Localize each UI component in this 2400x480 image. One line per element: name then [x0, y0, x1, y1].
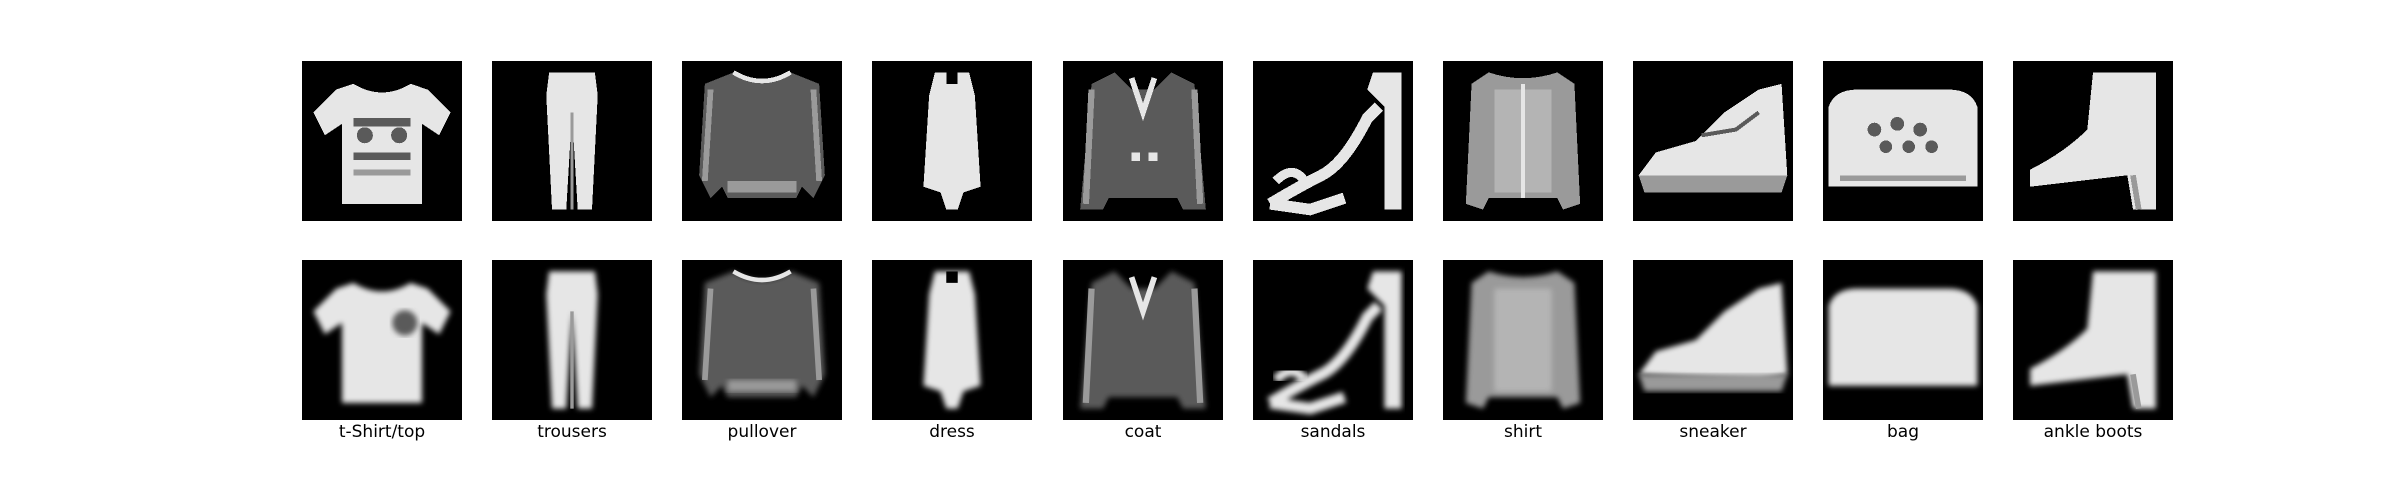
image-label: sneaker	[1679, 422, 1747, 442]
reconstructed-dress-icon	[872, 260, 1032, 420]
image-label: pullover	[727, 422, 797, 442]
image-label: dress	[929, 422, 975, 442]
original-sneaker-icon	[1633, 61, 1793, 221]
reconstructed-sandal-icon	[1253, 260, 1413, 420]
image-label: coat	[1124, 422, 1162, 442]
image-label: bag	[1887, 422, 1919, 442]
original-sandal-icon	[1253, 61, 1413, 221]
image-label: shirt	[1503, 422, 1542, 442]
original-t-shirt-icon	[302, 61, 462, 221]
image-label: trousers	[537, 422, 607, 442]
original-shirt-icon	[1443, 61, 1603, 221]
original-trousers-icon	[492, 61, 652, 221]
reconstructed-sneaker-icon	[1633, 260, 1793, 420]
original-bag-icon	[1823, 61, 1983, 221]
reconstructed-t-shirt-icon	[302, 260, 462, 420]
image-label: ankle boots	[2043, 422, 2143, 442]
image-label: sandals	[1300, 422, 1366, 442]
original-dress-icon	[872, 61, 1032, 221]
reconstructed-ankle-boot-icon	[2013, 260, 2173, 420]
reconstructed-trousers-icon	[492, 260, 652, 420]
reconstructed-shirt-icon	[1443, 260, 1603, 420]
original-ankle-boot-icon	[2013, 61, 2173, 221]
reconstructed-bag-icon	[1823, 260, 1983, 420]
image-label: t-Shirt/top	[338, 422, 426, 442]
reconstructed-coat-icon	[1063, 260, 1223, 420]
original-pullover-icon	[682, 61, 842, 221]
original-coat-icon	[1063, 61, 1223, 221]
reconstructed-pullover-icon	[682, 260, 842, 420]
